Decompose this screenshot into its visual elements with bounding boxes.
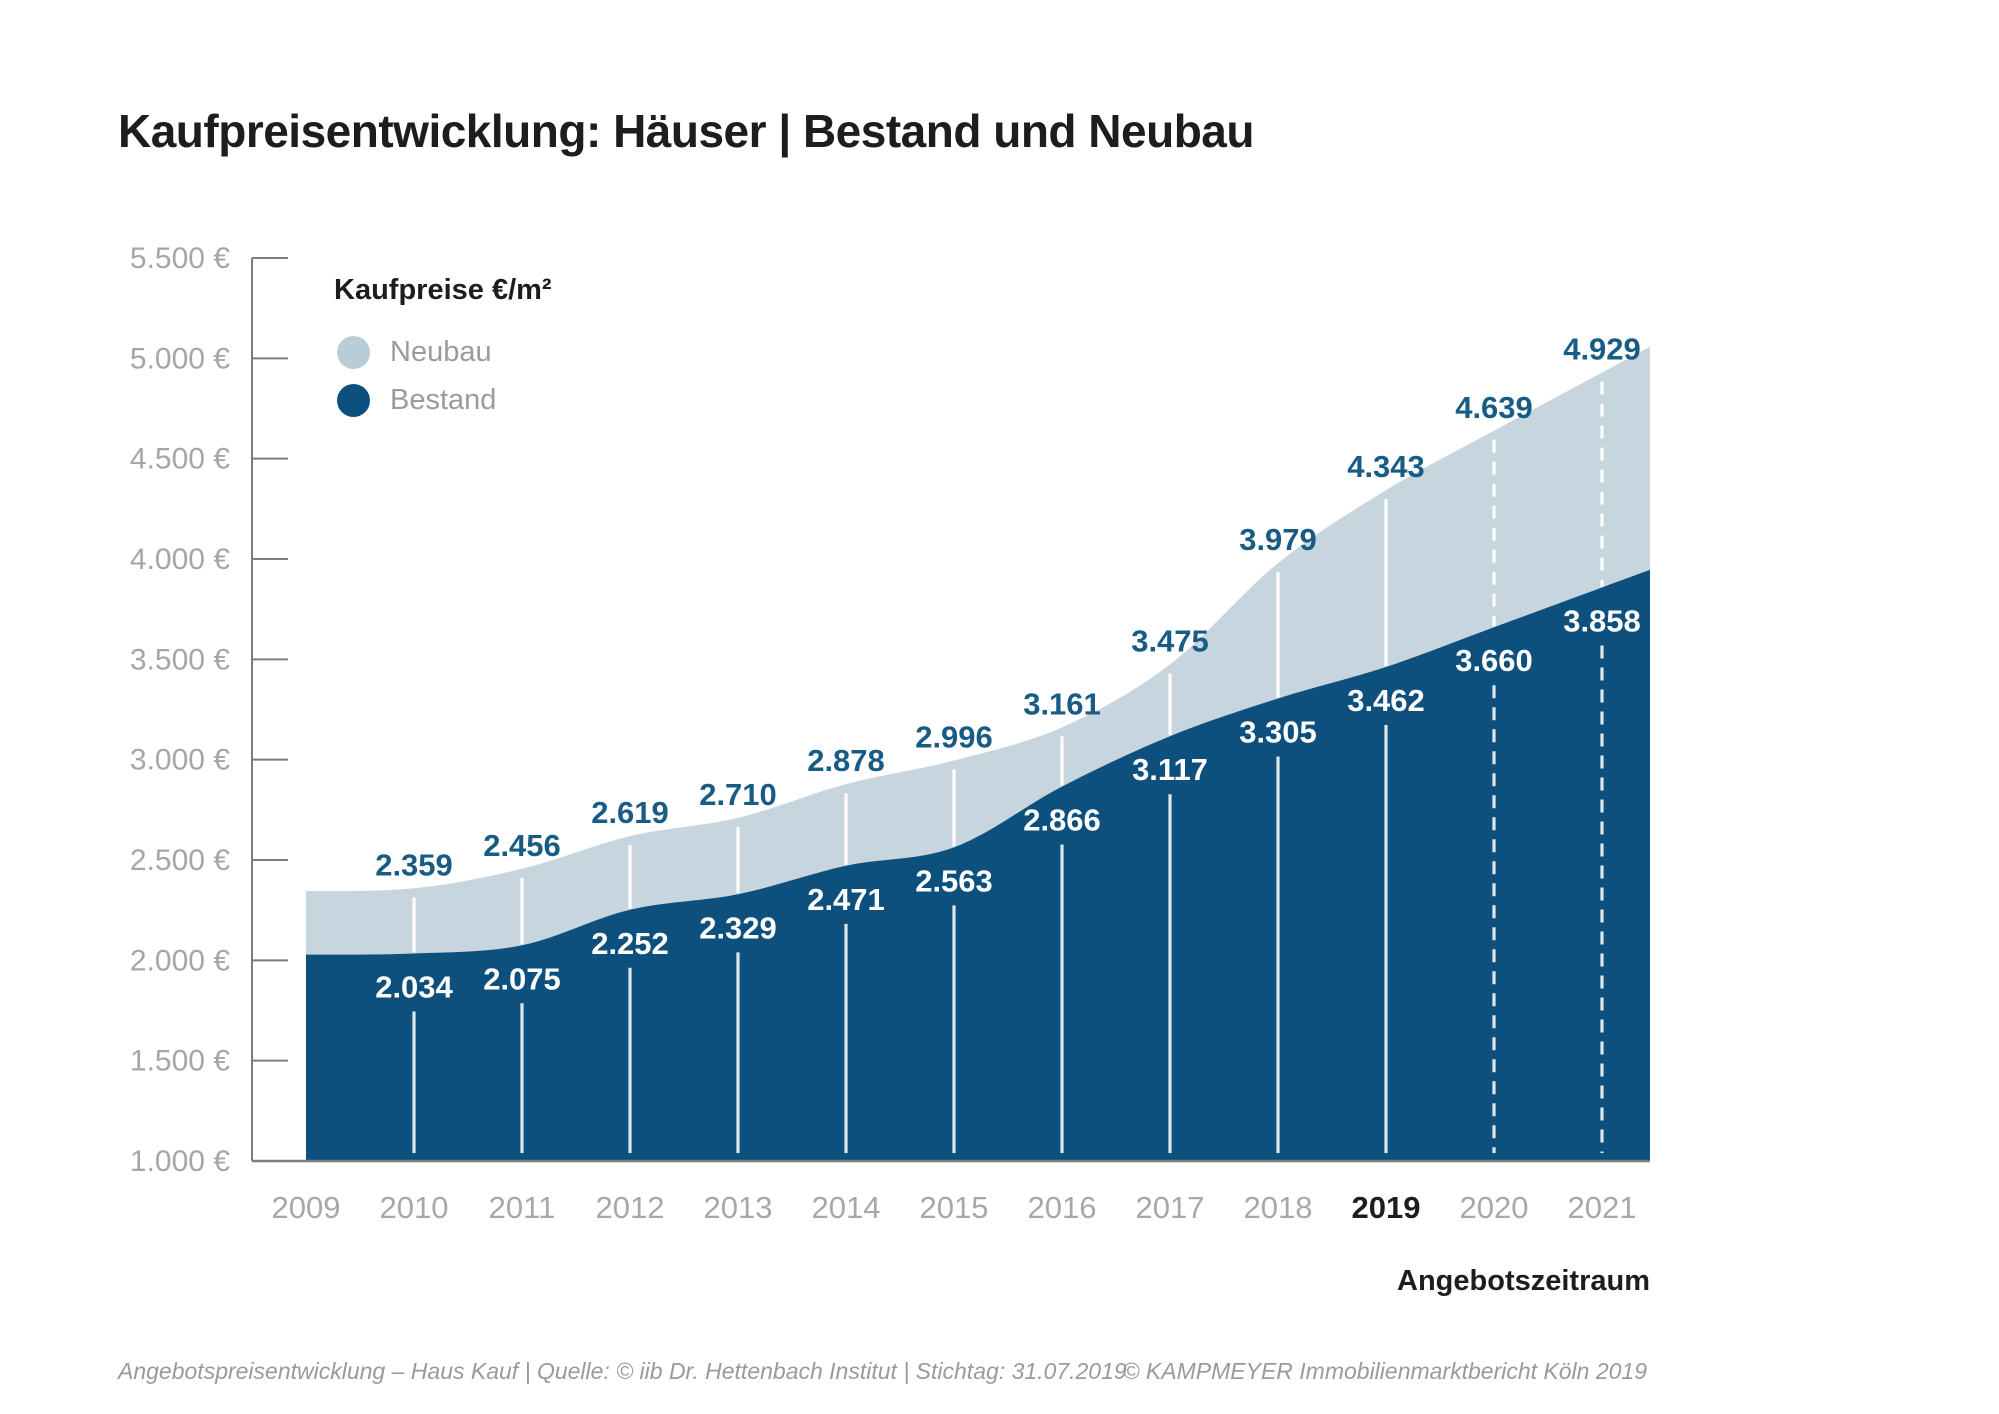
- neubau-value-label: 2.710: [699, 777, 777, 812]
- bestand-value-label: 2.034: [375, 970, 453, 1005]
- y-axis-tick-label: 2.000 €: [130, 944, 230, 977]
- legend-item-label: Bestand: [390, 383, 497, 416]
- bestand-dot-icon: [337, 383, 370, 417]
- y-axis-tick-label: 3.000 €: [130, 744, 230, 777]
- neubau-value-label: 3.161: [1023, 686, 1101, 721]
- x-axis-year-label: 2009: [272, 1190, 341, 1225]
- x-axis-year-label: 2018: [1244, 1190, 1313, 1225]
- bestand-value-label: 2.329: [699, 910, 777, 945]
- x-axis-year-label: 2014: [812, 1190, 881, 1225]
- y-axis-tick-label: 5.500 €: [130, 242, 230, 275]
- bestand-value-label: 2.075: [483, 961, 561, 996]
- bestand-value-label: 3.305: [1239, 714, 1317, 749]
- legend-item-bestand: Bestand: [334, 376, 552, 424]
- y-axis-tick-label: 4.000 €: [130, 543, 230, 576]
- x-axis-year-label: 2016: [1028, 1190, 1097, 1225]
- legend-item-neubau: Neubau: [334, 328, 552, 376]
- x-axis-title: Angebotszeitraum: [1397, 1265, 1650, 1297]
- neubau-value-label: 4.639: [1455, 390, 1533, 425]
- page-title: Kaufpreisentwicklung: Häuser | Bestand u…: [118, 105, 1255, 157]
- bestand-area: [306, 569, 1650, 1161]
- y-axis-tick-label: 3.500 €: [130, 643, 230, 676]
- y-axis-tick-label: 4.500 €: [130, 443, 230, 476]
- bestand-value-label: 2.563: [915, 863, 993, 898]
- y-axis-tick-label: 1.500 €: [130, 1045, 230, 1078]
- x-axis-year-label: 2017: [1136, 1190, 1205, 1225]
- x-axis-year-label: 2012: [596, 1190, 665, 1225]
- y-axis-tick-label: 2.500 €: [130, 844, 230, 877]
- neubau-value-label: 4.929: [1563, 332, 1641, 367]
- bestand-value-label: 3.858: [1563, 603, 1641, 638]
- legend-item-label: Neubau: [390, 335, 492, 368]
- x-axis-year-label: 2011: [489, 1190, 556, 1225]
- x-axis-year-label: 2021: [1568, 1190, 1637, 1225]
- x-axis-year-label: 2020: [1460, 1190, 1529, 1225]
- chart-legend: Kaufpreise €/m² Neubau Bestand: [334, 274, 552, 424]
- y-axis-tick-label: 1.000 €: [130, 1145, 230, 1178]
- neubau-value-label: 4.343: [1347, 449, 1425, 484]
- bestand-value-label: 2.866: [1023, 803, 1101, 838]
- y-axis-tick-label: 5.000 €: [130, 342, 230, 375]
- neubau-value-label: 3.475: [1131, 623, 1209, 658]
- source-note: Angebotspreisentwicklung – Haus Kauf | Q…: [118, 1358, 1127, 1384]
- bestand-value-label: 3.462: [1347, 683, 1425, 718]
- neubau-value-label: 3.979: [1239, 522, 1317, 557]
- bestand-value-label: 3.117: [1132, 752, 1208, 787]
- neubau-value-label: 2.996: [915, 719, 993, 754]
- neubau-value-label: 2.878: [807, 743, 885, 778]
- bestand-value-label: 2.471: [807, 882, 885, 917]
- copyright-note: © KAMPMEYER Immobilienmarktbericht Köln …: [1122, 1358, 1647, 1384]
- neubau-value-label: 2.619: [591, 795, 669, 830]
- x-axis-year-label: 2010: [380, 1190, 449, 1225]
- legend-title: Kaufpreise €/m²: [334, 274, 552, 306]
- x-axis-year-label: 2015: [920, 1190, 989, 1225]
- bestand-value-label: 2.252: [591, 926, 669, 961]
- neubau-dot-icon: [337, 335, 370, 369]
- x-axis-year-label-current: 2019: [1352, 1190, 1421, 1225]
- x-axis-year-label: 2013: [704, 1190, 773, 1225]
- neubau-value-label: 2.359: [375, 847, 453, 882]
- neubau-value-label: 2.456: [483, 828, 561, 863]
- bestand-value-label: 3.660: [1455, 643, 1533, 678]
